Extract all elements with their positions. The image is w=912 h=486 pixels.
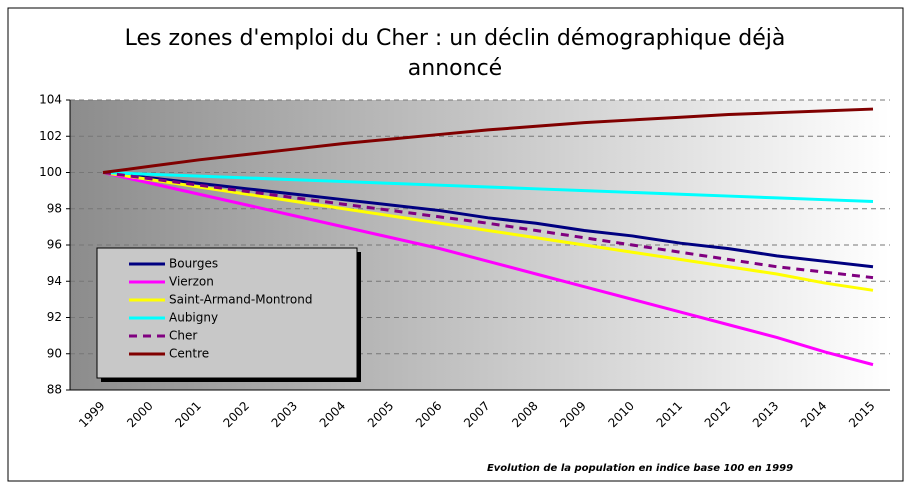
y-tick-label: 92 [47, 310, 62, 324]
y-tick-label: 102 [39, 129, 62, 143]
series-line [102, 171, 874, 280]
series-line [102, 171, 874, 367]
note: Evolution de la population en indice bas… [487, 463, 793, 474]
legend-label: Saint-Armand-Montrond [169, 293, 312, 307]
series-line [102, 171, 874, 203]
y-tick-label: 98 [47, 201, 62, 215]
y-tick-label: 88 [47, 383, 62, 397]
legend [96, 247, 358, 379]
legend-label: Cher [169, 329, 197, 343]
y-tick-label: 94 [47, 274, 62, 288]
series-line [102, 107, 874, 174]
legend-label: Vierzon [169, 275, 214, 289]
series-line [102, 171, 874, 269]
y-tick-label: 104 [39, 93, 62, 107]
legend-label: Aubigny [169, 311, 218, 325]
series-line [102, 171, 874, 292]
y-tick-label: 90 [47, 346, 62, 360]
y-tick-label: 100 [39, 165, 62, 179]
legend-label: Bourges [169, 257, 218, 271]
y-tick-label: 96 [47, 238, 62, 252]
legend-label: Centre [169, 347, 209, 361]
chart-title: Les zones d'emploi du Cher : un déclin d… [124, 26, 786, 81]
